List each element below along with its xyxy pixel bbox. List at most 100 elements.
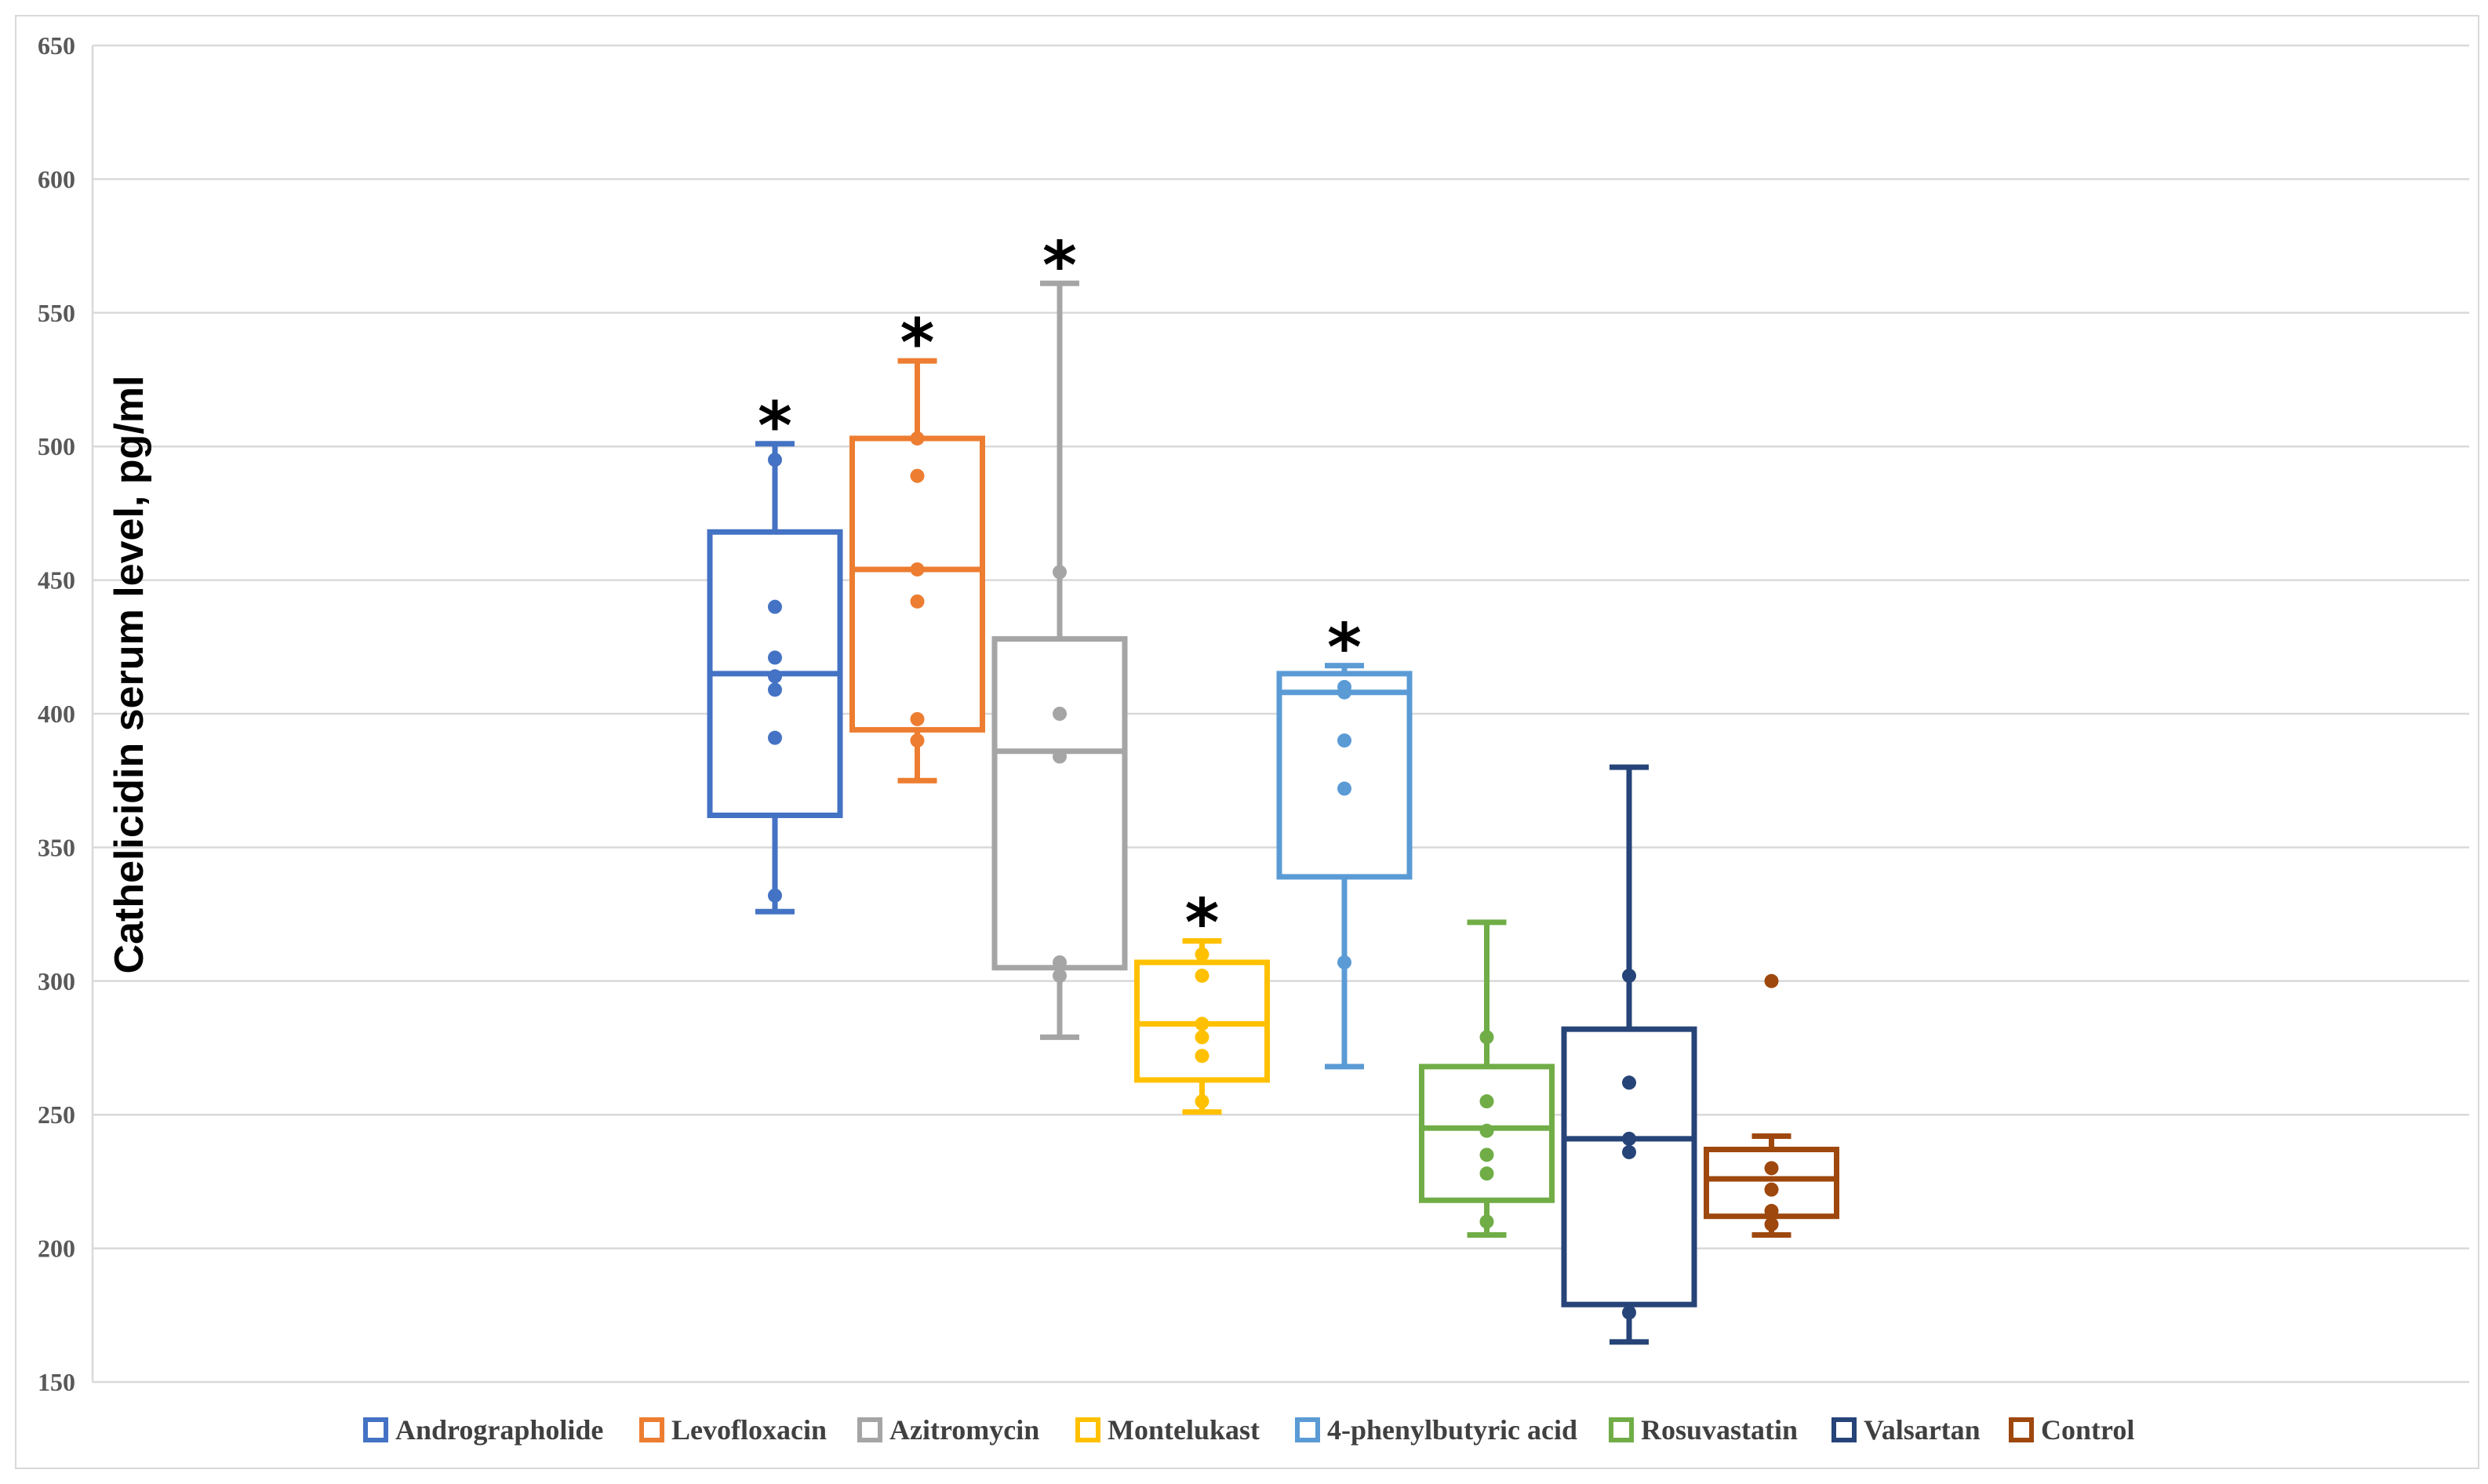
- box-group: *: [1134, 885, 1270, 1115]
- data-point: [1195, 1017, 1209, 1031]
- box: [1276, 671, 1413, 880]
- significance-marker: *: [1042, 227, 1077, 304]
- y-axis-label: Cathelicidin serum level, pg/ml: [107, 376, 152, 974]
- data-point: [910, 431, 925, 446]
- data-point: [1479, 1094, 1494, 1109]
- y-axis-ticks: 150 200 250 300 350 400 450 500 550 600 650: [38, 31, 75, 1396]
- data-point: [1764, 1161, 1779, 1176]
- data-point: [1764, 1217, 1779, 1231]
- significance-marker: *: [1185, 885, 1220, 962]
- data-point: [768, 888, 782, 903]
- data-point: [1337, 733, 1351, 748]
- data-point: [1195, 1049, 1209, 1064]
- data-point: [910, 562, 925, 577]
- data-point: [1764, 1203, 1779, 1218]
- legend-label: Levofloxacin: [671, 1414, 827, 1446]
- box: [1419, 1064, 1555, 1203]
- legend-swatch: [1075, 1417, 1100, 1442]
- y-tick-label: 650: [38, 31, 75, 60]
- data-point: [1195, 1094, 1209, 1109]
- data-point: [1053, 968, 1067, 983]
- legend-item: Andrographolide: [363, 1414, 603, 1446]
- chart-border: [15, 15, 2479, 1469]
- data-point: [1337, 781, 1351, 796]
- legend-label: Rosuvastatin: [1641, 1414, 1798, 1446]
- legend-swatch: [363, 1417, 388, 1442]
- data-point: [910, 711, 925, 726]
- data-point: [910, 468, 925, 483]
- legend-item: Valsartan: [1831, 1414, 1981, 1446]
- box-group: [1561, 764, 1697, 1345]
- legend-swatch: [2009, 1417, 2034, 1442]
- box-group: *: [991, 227, 1128, 1040]
- legend-swatch: [639, 1417, 664, 1442]
- data-point: [1053, 565, 1067, 580]
- data-point: [1195, 968, 1209, 983]
- legend-item: Azitromycin: [857, 1414, 1039, 1446]
- data-point: [1622, 1075, 1636, 1090]
- data-point: [1622, 968, 1636, 983]
- legend-item: Montelukast: [1075, 1414, 1260, 1446]
- data-point: [1622, 1131, 1636, 1146]
- box: [1561, 1026, 1697, 1308]
- data-point: [1764, 973, 1779, 988]
- y-tick-label: 500: [38, 432, 75, 460]
- legend-label: Andrographolide: [395, 1414, 603, 1446]
- y-tick-label: 150: [38, 1368, 75, 1396]
- y-tick-label: 400: [38, 700, 75, 728]
- box-group: [1419, 919, 1555, 1238]
- box: [991, 636, 1128, 971]
- data-point: [1053, 749, 1067, 764]
- data-point: [1053, 955, 1067, 969]
- legend-item: 4-phenylbutyric acid: [1295, 1414, 1577, 1446]
- data-point: [1337, 955, 1351, 969]
- y-tick-label: 250: [38, 1100, 75, 1129]
- significance-marker: *: [1327, 609, 1362, 686]
- data-point: [1053, 707, 1067, 721]
- box-group: *: [849, 304, 985, 784]
- data-point: [910, 594, 925, 609]
- y-tick-label: 450: [38, 566, 75, 595]
- data-point: [1195, 947, 1209, 962]
- data-point: [1479, 1214, 1494, 1229]
- y-tick-label: 350: [38, 833, 75, 861]
- box-plots: * * * * *: [707, 227, 1839, 1345]
- y-tick-label: 300: [38, 967, 75, 995]
- data-point: [1479, 1123, 1494, 1138]
- data-point: [1622, 1305, 1636, 1320]
- y-tick-label: 550: [38, 299, 75, 327]
- legend: Andrographolide Levofloxacin Azitromycin Mo…: [363, 1414, 2134, 1446]
- data-point: [1479, 1030, 1494, 1045]
- data-point: [768, 453, 782, 467]
- data-point: [1479, 1148, 1494, 1162]
- y-tick-label: 600: [38, 165, 75, 193]
- legend-item: Control: [2009, 1414, 2134, 1446]
- significance-marker: *: [758, 387, 792, 464]
- legend-label: Control: [2041, 1414, 2134, 1446]
- legend-label: Azitromycin: [889, 1414, 1039, 1446]
- box-group: *: [1276, 609, 1413, 1070]
- data-point: [768, 669, 782, 684]
- data-point: [1622, 1144, 1636, 1159]
- legend-label: 4-phenylbutyric acid: [1327, 1414, 1577, 1446]
- legend-item: Levofloxacin: [639, 1414, 827, 1446]
- data-point: [1764, 1182, 1779, 1197]
- data-point: [910, 733, 925, 748]
- legend-item: Rosuvastatin: [1609, 1414, 1798, 1446]
- box: [849, 435, 985, 733]
- box-group: [1704, 973, 1839, 1238]
- legend-swatch: [1295, 1417, 1320, 1442]
- legend-label: Valsartan: [1864, 1414, 1981, 1446]
- data-point: [768, 599, 782, 614]
- data-point: [1479, 1166, 1494, 1181]
- box-group: *: [707, 387, 843, 915]
- data-point: [1337, 679, 1351, 694]
- legend-swatch: [1831, 1417, 1857, 1442]
- legend-label: Montelukast: [1108, 1414, 1260, 1446]
- legend-swatch: [857, 1417, 882, 1442]
- y-tick-label: 200: [38, 1235, 75, 1263]
- data-point: [768, 730, 782, 745]
- significance-marker: *: [900, 304, 935, 381]
